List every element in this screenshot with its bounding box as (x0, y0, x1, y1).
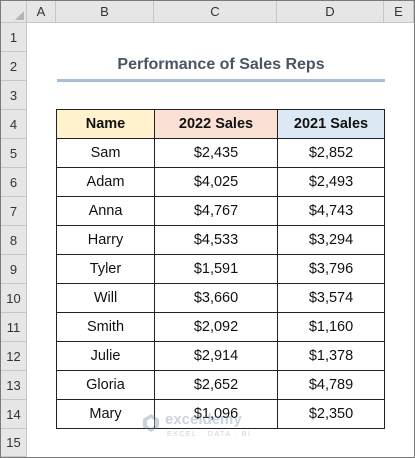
cell-2021-sales[interactable]: $4,789 (277, 370, 385, 400)
cell-2021-sales[interactable]: $3,574 (277, 283, 385, 313)
table-row: Harry $4,533 $3,294 (56, 225, 385, 255)
cell-2022-sales[interactable]: $2,914 (154, 341, 278, 371)
cell-name[interactable]: Tyler (56, 254, 155, 284)
cell-2022-sales[interactable]: $1,591 (154, 254, 278, 284)
sales-table: Name 2022 Sales 2021 Sales Sam $2,435 $2… (56, 109, 385, 429)
cell-2021-sales[interactable]: $1,378 (277, 341, 385, 371)
row-header-15[interactable]: 15 (1, 429, 27, 457)
cell-2021-sales[interactable]: $3,796 (277, 254, 385, 284)
cell-name[interactable]: Julie (56, 341, 155, 371)
header-2022-sales[interactable]: 2022 Sales (154, 109, 278, 139)
cell-2022-sales[interactable]: $4,025 (154, 167, 278, 197)
column-header-b[interactable]: B (56, 1, 154, 23)
cell-name[interactable]: Anna (56, 196, 155, 226)
cell-2021-sales[interactable]: $2,493 (277, 167, 385, 197)
cell-2022-sales[interactable]: $2,092 (154, 312, 278, 342)
cell-2022-sales[interactable]: $2,652 (154, 370, 278, 400)
row-header-11[interactable]: 11 (1, 313, 27, 342)
table-row: Sam $2,435 $2,852 (56, 138, 385, 168)
cell-2022-sales[interactable]: $4,533 (154, 225, 278, 255)
cell-2021-sales[interactable]: $2,350 (277, 399, 385, 429)
header-name[interactable]: Name (56, 109, 155, 139)
row-header-8[interactable]: 8 (1, 226, 27, 255)
cell-2022-sales[interactable]: $4,767 (154, 196, 278, 226)
table-row: Mary $1,096 $2,350 (56, 399, 385, 429)
row-header-3[interactable]: 3 (1, 81, 27, 110)
cell-name[interactable]: Mary (56, 399, 155, 429)
cell-2022-sales[interactable]: $1,096 (154, 399, 278, 429)
table-row: Smith $2,092 $1,160 (56, 312, 385, 342)
row-header-9[interactable]: 9 (1, 255, 27, 284)
row-header-4[interactable]: 4 (1, 110, 27, 139)
column-header-d[interactable]: D (277, 1, 384, 23)
row-header-14[interactable]: 14 (1, 400, 27, 429)
cell-name[interactable]: Gloria (56, 370, 155, 400)
row-header-12[interactable]: 12 (1, 342, 27, 371)
sheet-title: Performance of Sales Reps (117, 56, 325, 73)
cell-2021-sales[interactable]: $3,294 (277, 225, 385, 255)
cell-2021-sales[interactable]: $1,160 (277, 312, 385, 342)
header-2021-sales[interactable]: 2021 Sales (277, 109, 385, 139)
table-row: Gloria $2,652 $4,789 (56, 370, 385, 400)
title-underline (57, 79, 385, 82)
table-row: Anna $4,767 $4,743 (56, 196, 385, 226)
row-header-6[interactable]: 6 (1, 168, 27, 197)
column-header-a[interactable]: A (27, 1, 56, 23)
table-row: Will $3,660 $3,574 (56, 283, 385, 313)
watermark-tagline: EXCEL · DATA · BI (167, 431, 252, 438)
row-header-2[interactable]: 2 (1, 52, 27, 81)
select-all-triangle-icon (15, 11, 24, 20)
cell-2022-sales[interactable]: $2,435 (154, 138, 278, 168)
column-header-e[interactable]: E (384, 1, 414, 23)
table-row: Julie $2,914 $1,378 (56, 341, 385, 371)
table-row: Tyler $1,591 $3,796 (56, 254, 385, 284)
header-row: Name 2022 Sales 2021 Sales (56, 109, 385, 139)
cell-name[interactable]: Smith (56, 312, 155, 342)
cell-2021-sales[interactable]: $4,743 (277, 196, 385, 226)
cell-2022-sales[interactable]: $3,660 (154, 283, 278, 313)
row-header-1[interactable]: 1 (1, 23, 27, 52)
table-row: Adam $4,025 $2,493 (56, 167, 385, 197)
cell-name[interactable]: Harry (56, 225, 155, 255)
row-header-13[interactable]: 13 (1, 371, 27, 400)
row-header-10[interactable]: 10 (1, 284, 27, 313)
column-header-c[interactable]: C (154, 1, 277, 23)
row-header-7[interactable]: 7 (1, 197, 27, 226)
cell-name[interactable]: Will (56, 283, 155, 313)
select-all-corner[interactable] (1, 1, 27, 23)
row-header-5[interactable]: 5 (1, 139, 27, 168)
cell-2021-sales[interactable]: $2,852 (277, 138, 385, 168)
cell-name[interactable]: Adam (56, 167, 155, 197)
cell-name[interactable]: Sam (56, 138, 155, 168)
